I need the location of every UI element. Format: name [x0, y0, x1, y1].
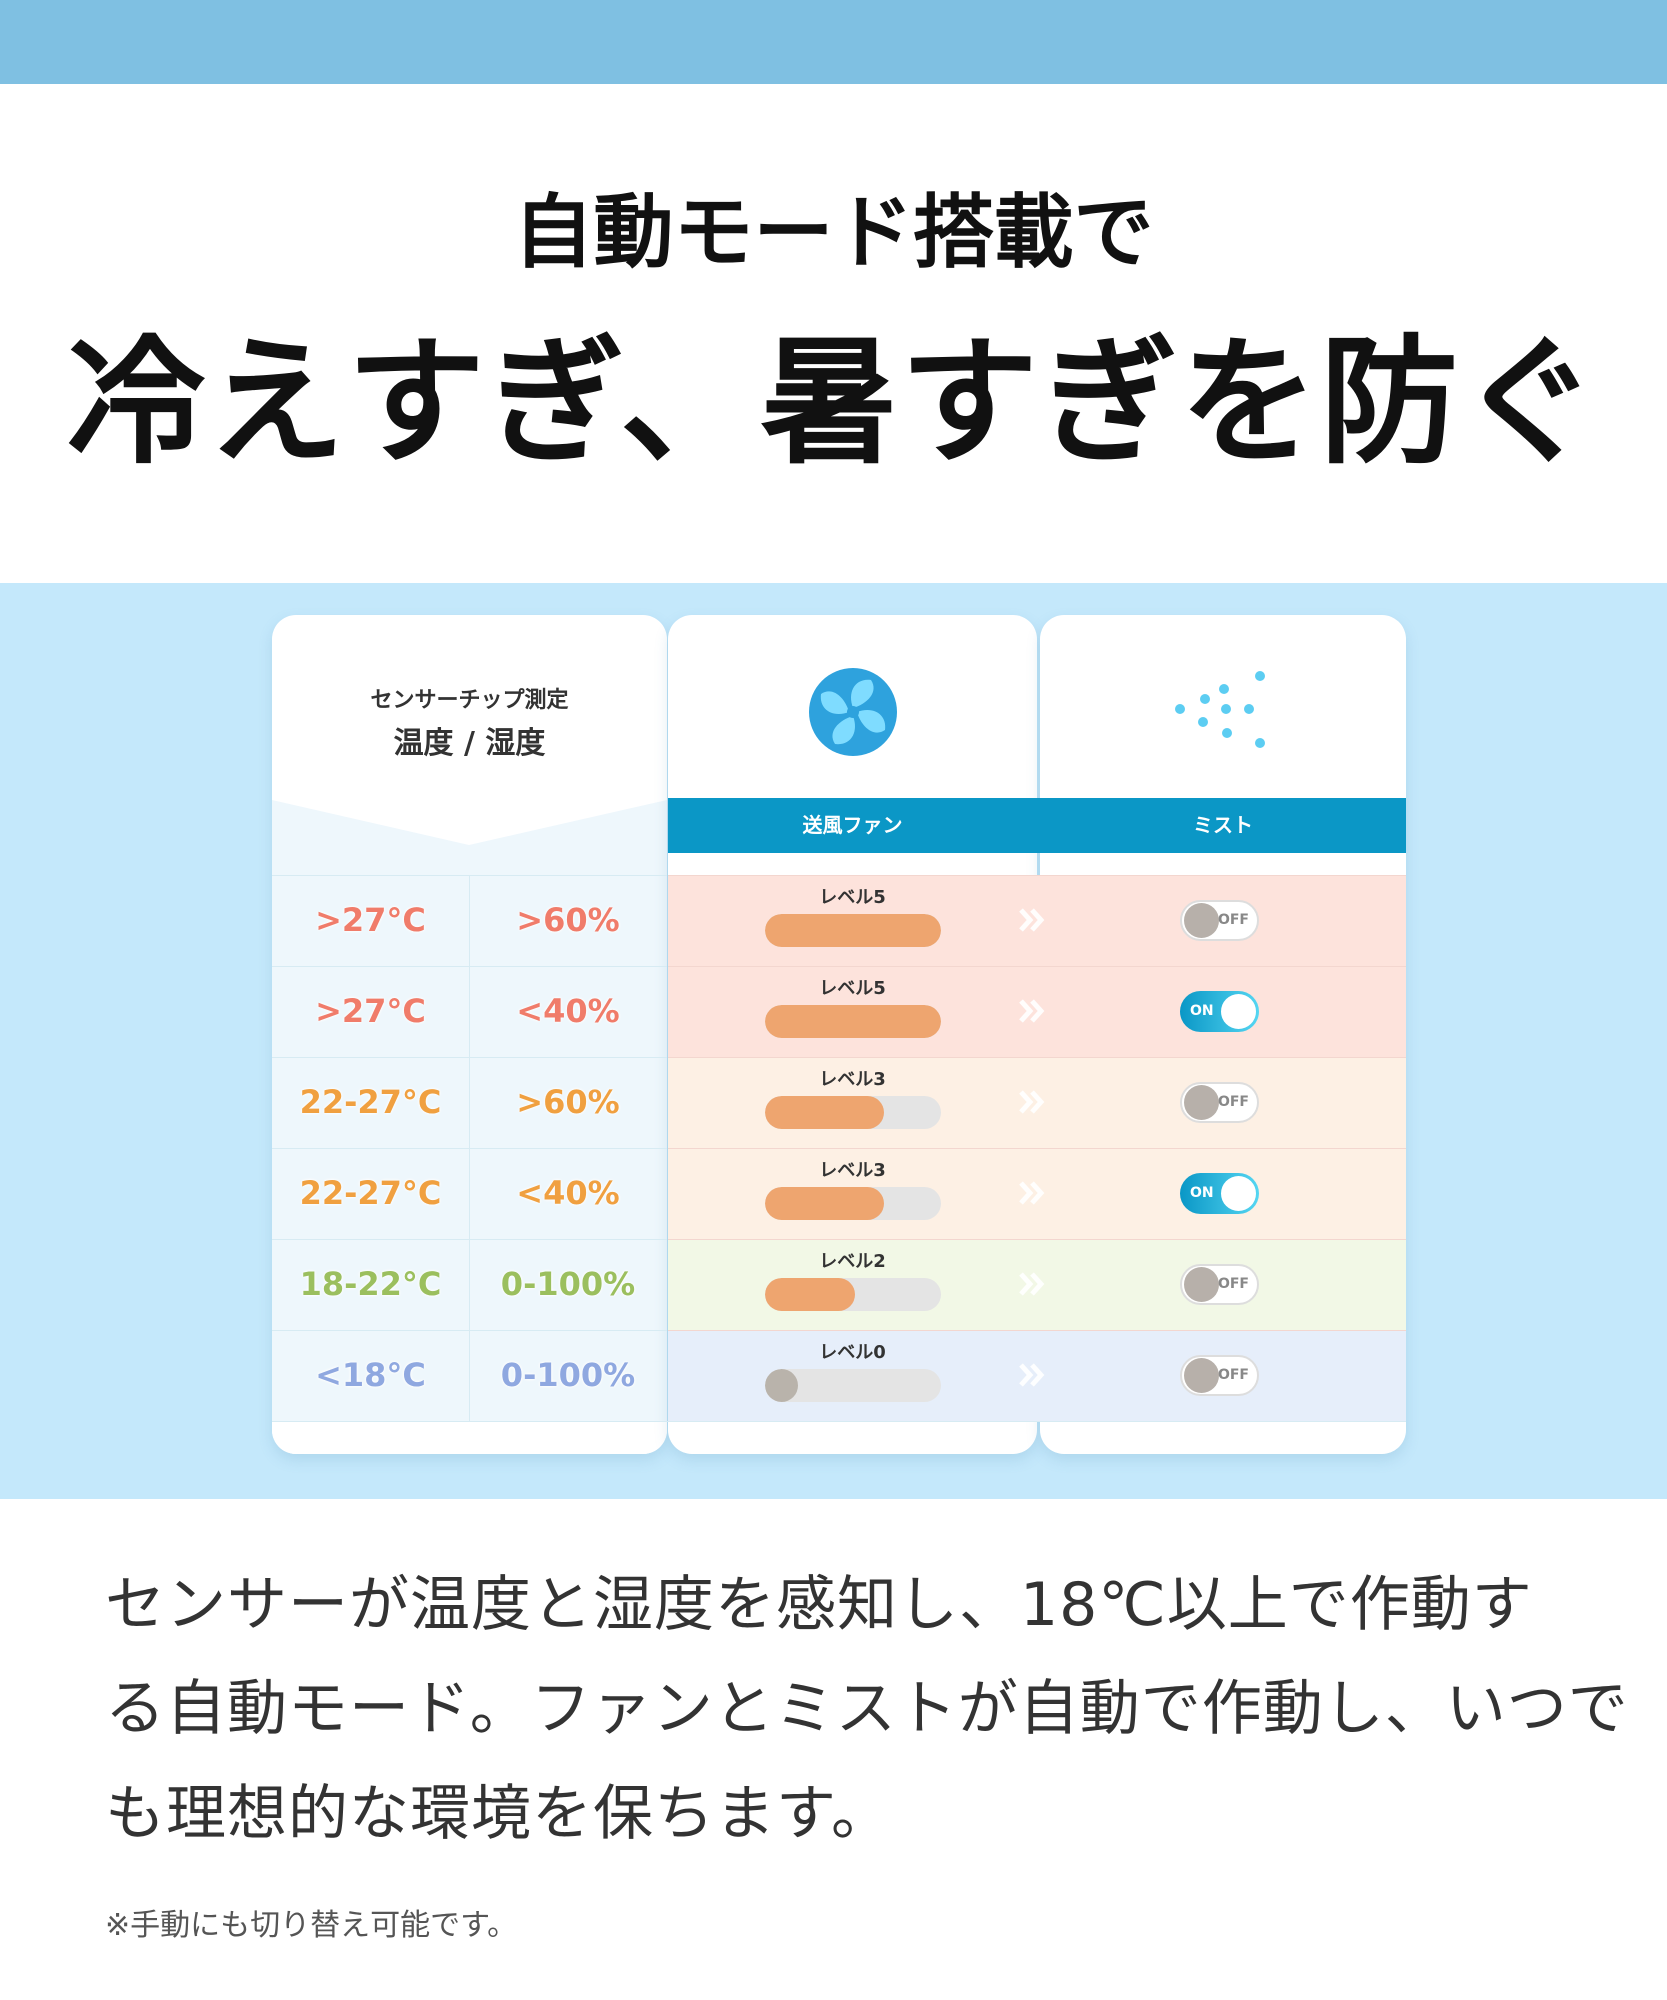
- fan-level-label: レベル3: [819, 1069, 886, 1090]
- fan-track: [765, 1005, 941, 1038]
- humidity: 0-100%: [500, 1356, 636, 1394]
- description-line: も理想的な環境を保ちます。: [105, 1779, 892, 1849]
- fan-level-label: レベル3: [819, 1160, 886, 1181]
- mist-toggle[interactable]: OFF: [1180, 1355, 1259, 1396]
- fan-level-bar: [765, 914, 941, 947]
- col-divider: [469, 1148, 470, 1239]
- sensor-label: センサーチップ測定: [370, 688, 569, 713]
- description-line: る自動モード。ファンとミストが自動で作動し、いつで: [105, 1674, 1629, 1744]
- fan-level-label: レベル0: [819, 1342, 886, 1363]
- fan-level-bar: [765, 1369, 798, 1402]
- col-divider: [469, 875, 470, 966]
- mist-toggle[interactable]: OFF: [1180, 1082, 1259, 1123]
- toggle-text: ON: [1190, 1185, 1214, 1201]
- arrow: [1019, 999, 1045, 1023]
- toggle-knob: [1184, 903, 1219, 938]
- toggle-knob: [1184, 1085, 1219, 1120]
- arrow: [1019, 1090, 1045, 1114]
- toggle-text: ON: [1190, 1003, 1214, 1019]
- toggle-text: OFF: [1217, 1094, 1249, 1110]
- arrow: [1019, 1181, 1045, 1205]
- fan-level-bar: [765, 1005, 941, 1038]
- toggle-knob: [1184, 1358, 1219, 1393]
- toggle-text: OFF: [1217, 1367, 1249, 1383]
- arrow: [1019, 1363, 1045, 1387]
- humidity: >60%: [516, 1083, 620, 1121]
- fan-track: [765, 1369, 941, 1402]
- headline: 自動モード搭載で: [513, 186, 1154, 279]
- fan-level-label: レベル2: [819, 1251, 886, 1272]
- temperature: 22-27°C: [299, 1083, 442, 1121]
- toggle-knob: [1221, 994, 1256, 1029]
- fan-track: [765, 1278, 941, 1311]
- toggle-text: OFF: [1217, 1276, 1249, 1292]
- description-line: センサーが温度と湿度を感知し、18℃以上で作動す: [105, 1570, 1533, 1640]
- col-divider: [469, 1057, 470, 1148]
- fan-level-label: レベル5: [819, 978, 886, 999]
- header-band: [668, 798, 1406, 853]
- column-header: 送風ファン: [802, 813, 903, 837]
- note: ※手動にも切り替え可能です。: [105, 1908, 518, 1943]
- temperature: >27°C: [315, 992, 426, 1030]
- col-divider: [469, 966, 470, 1057]
- temperature: >27°C: [315, 901, 426, 939]
- arrow: [1019, 908, 1045, 932]
- sensor-title: 温度 / 湿度: [393, 726, 546, 761]
- humidity: <40%: [516, 992, 620, 1030]
- col-divider: [469, 1330, 470, 1421]
- col-divider: [469, 1239, 470, 1330]
- toggle-text: OFF: [1217, 912, 1249, 928]
- mist-toggle[interactable]: OFF: [1180, 1264, 1259, 1305]
- toggle-knob: [1221, 1176, 1256, 1211]
- temperature: 22-27°C: [299, 1174, 442, 1212]
- mist-icon: [1175, 671, 1265, 748]
- humidity: <40%: [516, 1174, 620, 1212]
- humidity: >60%: [516, 901, 620, 939]
- arrow: [1019, 1272, 1045, 1296]
- temperature: <18°C: [315, 1356, 426, 1394]
- top-bar: [0, 0, 1667, 84]
- mist-toggle[interactable]: ON: [1180, 1173, 1259, 1214]
- fan-level-bar: [765, 1278, 856, 1311]
- fan-track: [765, 1096, 941, 1129]
- fan-icon: [809, 668, 897, 756]
- row-line: [272, 1421, 1406, 1422]
- column-header: ミスト: [1193, 813, 1253, 837]
- fan-track: [765, 914, 941, 947]
- mist-toggle[interactable]: OFF: [1180, 900, 1259, 941]
- humidity: 0-100%: [500, 1265, 636, 1303]
- temperature: 18-22°C: [299, 1265, 442, 1303]
- toggle-knob: [1184, 1267, 1219, 1302]
- mist-toggle[interactable]: ON: [1180, 991, 1259, 1032]
- headline-main: 冷えすぎ、暑すぎを防ぐ: [66, 322, 1601, 483]
- fan-track: [765, 1187, 941, 1220]
- fan-level-bar: [765, 1096, 884, 1129]
- fan-level-label: レベル5: [819, 887, 886, 908]
- fan-level-bar: [765, 1187, 884, 1220]
